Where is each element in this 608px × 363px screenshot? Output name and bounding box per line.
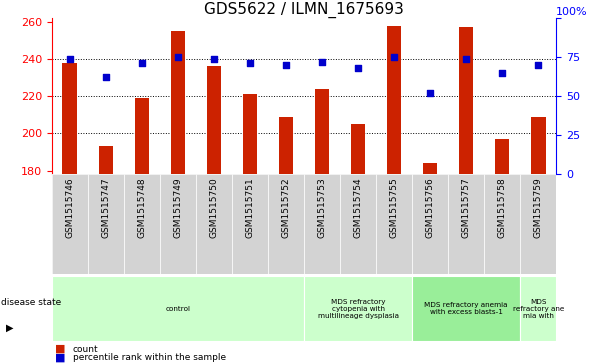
Text: GSM1515746: GSM1515746 bbox=[65, 177, 74, 238]
Text: GSM1515759: GSM1515759 bbox=[534, 177, 543, 238]
Point bbox=[65, 56, 75, 62]
Text: MDS
refractory ane
mia with: MDS refractory ane mia with bbox=[513, 298, 564, 319]
Bar bbox=[520, 174, 556, 274]
Bar bbox=[268, 174, 304, 274]
Point bbox=[245, 61, 255, 66]
Bar bbox=[448, 174, 484, 274]
Text: GSM1515752: GSM1515752 bbox=[282, 177, 291, 238]
Title: GDS5622 / ILMN_1675693: GDS5622 / ILMN_1675693 bbox=[204, 2, 404, 18]
Bar bbox=[340, 174, 376, 274]
Bar bbox=[351, 124, 365, 174]
Text: GSM1515758: GSM1515758 bbox=[498, 177, 506, 238]
Point bbox=[426, 90, 435, 96]
Bar bbox=[484, 174, 520, 274]
Bar bbox=[98, 146, 113, 174]
Point bbox=[389, 54, 399, 60]
Text: ▶: ▶ bbox=[6, 323, 13, 333]
Bar bbox=[196, 174, 232, 274]
Text: count: count bbox=[73, 345, 98, 354]
Point bbox=[137, 61, 147, 66]
Bar bbox=[412, 276, 520, 341]
Text: ■: ■ bbox=[55, 352, 65, 362]
Bar bbox=[171, 31, 185, 174]
Text: 100%: 100% bbox=[556, 7, 588, 17]
Point bbox=[101, 74, 111, 80]
Bar bbox=[520, 276, 556, 341]
Bar bbox=[304, 276, 412, 341]
Bar bbox=[376, 174, 412, 274]
Point bbox=[497, 70, 507, 76]
Text: MDS refractory anemia
with excess blasts-1: MDS refractory anemia with excess blasts… bbox=[424, 302, 508, 315]
Bar bbox=[423, 163, 437, 174]
Bar bbox=[160, 174, 196, 274]
Bar bbox=[232, 174, 268, 274]
Bar bbox=[134, 98, 149, 174]
Bar bbox=[495, 139, 510, 174]
Text: GSM1515757: GSM1515757 bbox=[461, 177, 471, 238]
Point bbox=[533, 62, 543, 68]
Text: GSM1515754: GSM1515754 bbox=[354, 177, 362, 238]
Bar bbox=[207, 66, 221, 174]
Bar bbox=[243, 94, 257, 174]
Point bbox=[317, 59, 327, 65]
Text: GSM1515748: GSM1515748 bbox=[137, 177, 147, 238]
Text: GSM1515751: GSM1515751 bbox=[246, 177, 254, 238]
Text: GSM1515749: GSM1515749 bbox=[173, 177, 182, 238]
Bar bbox=[459, 28, 474, 174]
Text: MDS refractory
cytopenia with
multilineage dysplasia: MDS refractory cytopenia with multilinea… bbox=[317, 298, 399, 319]
Text: GSM1515753: GSM1515753 bbox=[317, 177, 326, 238]
Bar bbox=[278, 117, 293, 174]
Text: GSM1515747: GSM1515747 bbox=[102, 177, 110, 238]
Bar bbox=[315, 89, 330, 174]
Bar bbox=[531, 117, 545, 174]
Bar bbox=[52, 174, 88, 274]
Text: percentile rank within the sample: percentile rank within the sample bbox=[73, 353, 226, 362]
Bar bbox=[387, 25, 401, 174]
Bar bbox=[88, 174, 124, 274]
Bar bbox=[304, 174, 340, 274]
Point bbox=[173, 54, 183, 60]
Bar bbox=[412, 174, 448, 274]
Point bbox=[209, 56, 219, 62]
Bar bbox=[124, 174, 160, 274]
Text: control: control bbox=[165, 306, 190, 311]
Text: GSM1515756: GSM1515756 bbox=[426, 177, 435, 238]
Text: GSM1515755: GSM1515755 bbox=[390, 177, 399, 238]
Point bbox=[281, 62, 291, 68]
Text: disease state: disease state bbox=[1, 298, 61, 306]
Bar bbox=[63, 63, 77, 174]
Text: GSM1515750: GSM1515750 bbox=[209, 177, 218, 238]
Bar bbox=[52, 276, 304, 341]
Text: ■: ■ bbox=[55, 344, 65, 354]
Point bbox=[461, 56, 471, 62]
Point bbox=[353, 65, 363, 71]
